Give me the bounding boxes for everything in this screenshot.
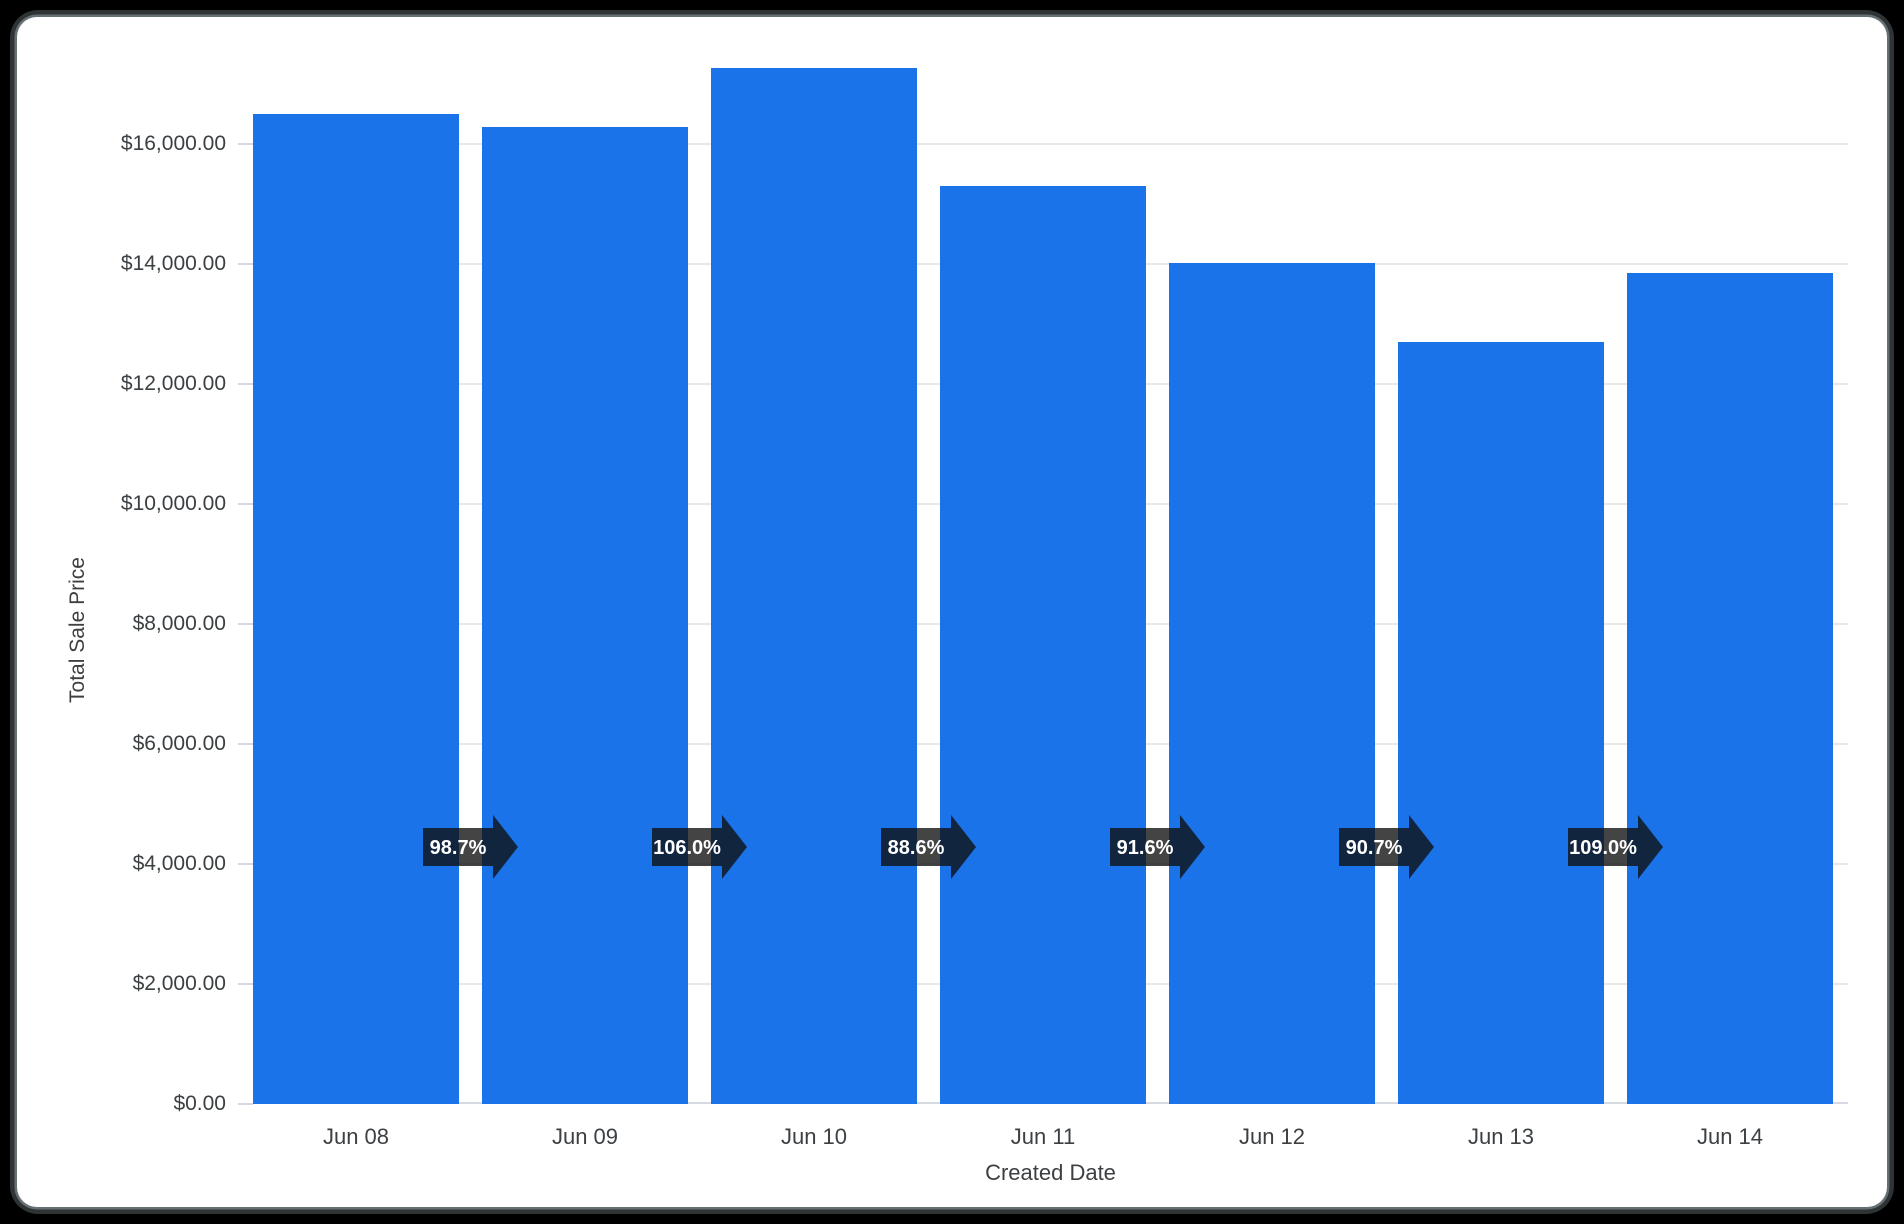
x-tick-label: Jun 08 <box>322 1124 390 1149</box>
x-tick-label: Jun 09 <box>551 1124 619 1149</box>
growth-badge-label: 109.0% <box>1569 837 1637 859</box>
growth-arrow-badge: 106.0% <box>652 815 747 879</box>
growth-badge-label: 91.6% <box>1117 837 1174 859</box>
y-tick-label: $8,000.00 <box>132 612 226 635</box>
arrow-right-icon <box>1110 815 1205 879</box>
arrow-right-icon <box>881 815 976 879</box>
arrow-right-icon <box>1339 815 1434 879</box>
bar[interactable] <box>253 114 459 1104</box>
bars-group <box>253 60 1848 1104</box>
x-tick-label: Jun 13 <box>1467 1124 1535 1149</box>
growth-badge-label: 90.7% <box>1346 837 1403 859</box>
x-tick-label: Jun 11 <box>1010 1124 1076 1149</box>
bar[interactable] <box>482 126 688 1104</box>
y-tick-mark <box>238 503 253 505</box>
y-tick-label: $14,000.00 <box>120 252 226 275</box>
y-tick-label: $6,000.00 <box>132 732 226 755</box>
growth-arrow-badge: 109.0% <box>1568 815 1663 879</box>
growth-badge-label: 88.6% <box>888 837 945 859</box>
bar[interactable] <box>1627 272 1833 1104</box>
growth-arrow-badge: 91.6% <box>1110 815 1205 879</box>
growth-arrow-badge: 90.7% <box>1339 815 1434 879</box>
bar[interactable] <box>711 68 917 1104</box>
bar[interactable] <box>1398 341 1604 1104</box>
arrow-right-icon <box>652 815 747 879</box>
bar[interactable] <box>1169 263 1375 1104</box>
y-tick-label: $12,000.00 <box>120 372 226 395</box>
y-axis-title: Total Sale Price <box>66 557 89 703</box>
x-tick-label: Jun 12 <box>1238 1124 1306 1149</box>
x-tick-label: Jun 10 <box>780 1124 848 1149</box>
plot-area: Created Date $0.00 $2,000.00 $4,000.00 $6,0… <box>121 60 1848 1185</box>
y-tick-mark <box>238 383 253 385</box>
y-tick-mark <box>238 743 253 745</box>
y-tick-label: $2,000.00 <box>132 972 226 995</box>
growth-arrow-badge: 98.7% <box>423 815 518 879</box>
y-tick-label: $10,000.00 <box>120 492 226 515</box>
x-axis-title: Created Date <box>985 1160 1116 1185</box>
bar[interactable] <box>940 186 1146 1104</box>
y-tick-mark <box>238 1103 253 1105</box>
y-tick-mark <box>238 623 253 625</box>
gridline <box>253 143 1848 145</box>
y-tick-mark <box>238 983 253 985</box>
x-tick-label: Jun 14 <box>1696 1124 1764 1149</box>
chart-card: Total Sale Price Created Date $0.00 $2,00… <box>17 17 1887 1207</box>
chart-window-frame: Total Sale Price Created Date $0.00 $2,00… <box>10 10 1894 1214</box>
growth-arrow-badge: 88.6% <box>881 815 976 879</box>
arrow-right-icon <box>1568 815 1663 879</box>
y-tick-mark <box>238 143 253 145</box>
y-tick-label: $16,000.00 <box>120 132 226 155</box>
growth-badge-label: 98.7% <box>430 837 487 859</box>
arrow-right-icon <box>423 815 518 879</box>
y-tick-label: $0.00 <box>173 1092 226 1115</box>
y-tick-label: $4,000.00 <box>132 852 226 875</box>
y-tick-mark <box>238 863 253 865</box>
growth-badge-label: 106.0% <box>653 837 721 859</box>
y-tick-mark <box>238 263 253 265</box>
